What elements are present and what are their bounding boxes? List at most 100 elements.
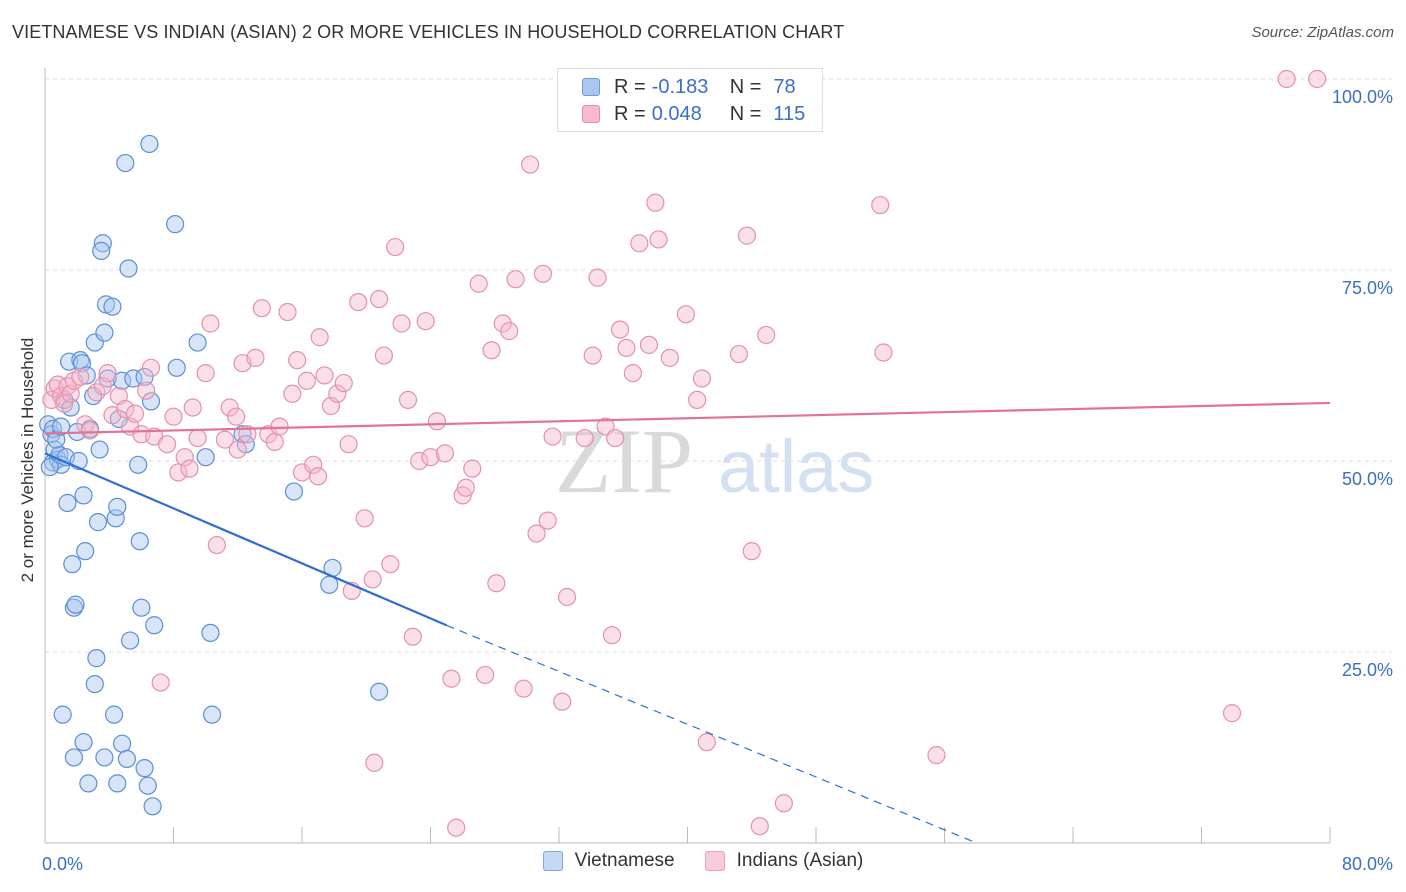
vietnamese-point <box>88 513 108 532</box>
vietnamese-point <box>66 595 85 614</box>
correlation-legend: R = -0.183 N = 78 R = 0.048 N = 115 <box>557 68 823 132</box>
indians-asian-point <box>623 364 642 383</box>
indians-asian-point <box>583 346 602 365</box>
indians-asian-point <box>270 417 289 436</box>
indians-asian-point <box>188 428 207 448</box>
indians-asian-point <box>602 626 622 645</box>
indians-asian-point <box>692 369 712 388</box>
indians-asian-point <box>228 440 247 459</box>
indians-asian-point <box>927 746 946 765</box>
indians-asian-point <box>543 427 562 446</box>
vietnamese-point <box>166 215 185 234</box>
indians-asian-point <box>435 444 455 463</box>
indians-asian-point <box>328 384 347 403</box>
watermark-atlas: atlas <box>718 425 874 508</box>
x-tick-label-max: 80.0% <box>1342 854 1393 874</box>
indians-asian-point <box>207 535 226 555</box>
indians-asian-point <box>688 390 707 409</box>
vietnamese-point <box>140 134 159 154</box>
indians-asian-point <box>151 673 170 692</box>
vietnamese-point <box>130 532 149 551</box>
vietnamese-point <box>143 797 162 816</box>
vietnamese-point <box>106 509 125 528</box>
indians-asian-point <box>403 627 422 646</box>
vietnamese-point <box>112 734 132 753</box>
indians-asian-point <box>334 373 353 393</box>
indians-asian-point <box>737 226 757 245</box>
indians-asian-points <box>42 69 1327 837</box>
legend-n-value: 78 <box>773 75 796 98</box>
indians-asian-point <box>98 364 117 383</box>
vietnamese-point <box>92 241 111 260</box>
series-legend-vietnamese[interactable]: Vietnamese <box>542 850 675 872</box>
series-swatch-blue <box>542 851 563 871</box>
indians-asian-point <box>355 509 374 528</box>
indians-asian-point <box>183 398 202 417</box>
vietnamese-point <box>138 776 157 795</box>
indians-asian-point <box>660 348 679 367</box>
indians-asian-point <box>697 733 716 752</box>
indians-asian-point <box>500 322 519 341</box>
legend-n-value: 115 <box>773 102 806 125</box>
indians-asian-point <box>533 264 553 283</box>
indians-asian-point <box>588 268 607 287</box>
vietnamese-point <box>167 358 186 377</box>
vietnamese-point <box>196 448 215 467</box>
indians-asian-point <box>308 467 328 486</box>
indians-asian-point <box>315 366 334 385</box>
indians-asian-point <box>80 421 100 440</box>
series-name-indians-asian: Indians (Asian) <box>736 850 864 871</box>
series-legend: Vietnamese Indians (Asian) <box>0 850 1406 872</box>
indians-asian-point <box>220 398 239 417</box>
indians-asian-point <box>442 669 461 688</box>
indians-asian-point <box>606 428 625 448</box>
indians-asian-point <box>283 384 302 403</box>
vietnamese-point <box>108 774 127 793</box>
y-tick-label: 50.0% <box>1342 469 1393 489</box>
indians-asian-point <box>410 451 429 471</box>
indians-asian-point <box>649 230 668 249</box>
indians-asian-point <box>630 234 649 253</box>
indians-asian-point <box>1277 69 1296 89</box>
indians-asian-point <box>757 325 776 345</box>
vietnamese-point <box>79 774 98 793</box>
indians-asian-point <box>514 679 533 698</box>
series-legend-indians-asian[interactable]: Indians (Asian) <box>704 850 864 872</box>
indians-asian-point <box>750 817 769 836</box>
indians-asian-point <box>729 344 749 364</box>
vietnamese-point <box>370 682 389 701</box>
watermark: ZIP atlas <box>555 410 874 512</box>
indians-asian-point <box>742 542 761 561</box>
vietnamese-point <box>90 440 109 459</box>
indians-asian-point <box>304 455 323 474</box>
vietnamese-point <box>284 482 304 501</box>
indians-asian-point <box>381 555 400 574</box>
indians-asian-point <box>482 341 501 360</box>
indians-asian-point <box>252 299 271 318</box>
indians-asian-point <box>527 524 546 543</box>
indians-asian-point <box>386 237 405 257</box>
indians-asian-point <box>392 314 411 333</box>
axes <box>44 68 1331 844</box>
watermark-zip: ZIP <box>555 410 693 512</box>
legend-n-label: N = <box>729 75 762 98</box>
indians-asian-point <box>288 351 307 370</box>
legend-r-label: R = <box>614 102 646 125</box>
indians-asian-point <box>427 412 447 431</box>
vietnamese-point <box>87 649 106 668</box>
series-name-vietnamese: Vietnamese <box>574 850 675 871</box>
vietnamese-point <box>201 623 220 643</box>
vietnamese-point <box>108 497 127 516</box>
indians-asian-point <box>157 435 177 454</box>
indians-asian-point <box>363 570 382 589</box>
vietnamese-point <box>121 631 140 650</box>
vietnamese-point <box>64 748 84 767</box>
vietnamese-point <box>93 234 112 253</box>
trend-lines <box>44 401 1331 844</box>
indians-asian-point <box>1308 69 1327 89</box>
indians-asian-point <box>1222 704 1242 723</box>
vietnamese-point <box>95 748 114 767</box>
vietnamese-points <box>39 134 389 816</box>
indians-asian-point <box>349 292 368 312</box>
vietnamese-point <box>63 555 82 574</box>
